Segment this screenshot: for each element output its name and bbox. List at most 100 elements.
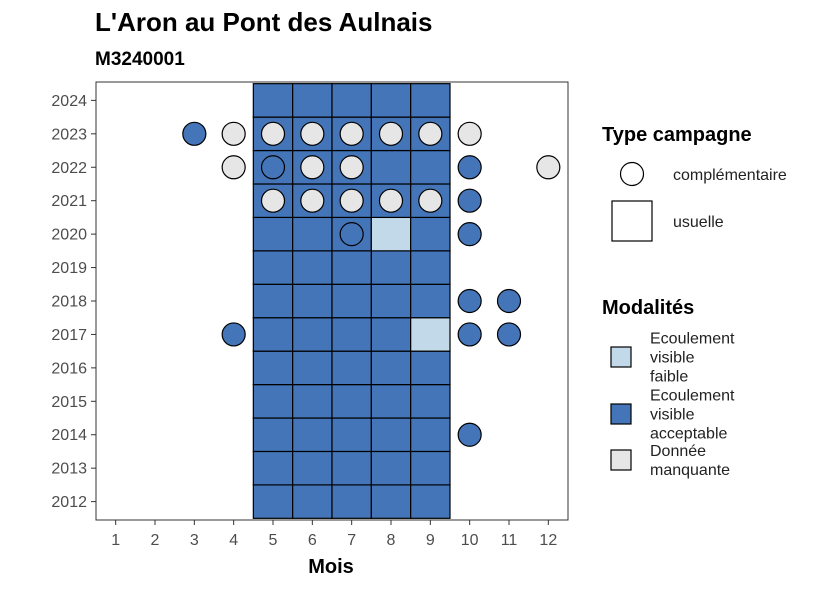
tile-2014-5 — [252, 417, 294, 453]
legend-label-complementaire: complémentaire — [673, 167, 787, 184]
legend-label-acceptable-1: visible — [650, 407, 695, 424]
point-2014-10 — [457, 422, 482, 447]
x-tick-1: 1 — [111, 532, 120, 549]
y-tick-2016: 2016 — [51, 360, 87, 377]
tile-2020-6 — [292, 216, 333, 252]
point-2021-5 — [260, 188, 286, 213]
x-tick-6: 6 — [308, 532, 317, 549]
x-tick-3: 3 — [190, 532, 199, 549]
legend-label-faible-1: visible — [650, 350, 695, 367]
x-tick-4: 4 — [229, 532, 238, 549]
tile-2018-5 — [252, 283, 294, 319]
tile-2018-7 — [331, 283, 372, 319]
tile-2022-8 — [370, 149, 412, 185]
tile-2012-5 — [252, 484, 294, 519]
tile-2016-9 — [410, 350, 451, 386]
tile-2024-5 — [252, 83, 294, 118]
tile-2013-7 — [331, 450, 372, 486]
tile-2013-6 — [292, 450, 333, 486]
tile-2017-9 — [410, 317, 451, 352]
tile-2014-9 — [410, 417, 451, 453]
legend-key-acceptable — [610, 403, 632, 425]
tile-2015-7 — [331, 383, 372, 419]
x-tick-2: 2 — [151, 532, 160, 549]
y-tick-2013: 2013 — [51, 461, 87, 478]
point-2018-11 — [496, 288, 522, 314]
tile-2013-9 — [410, 450, 451, 486]
point-2023-8 — [378, 121, 404, 146]
point-2022-6 — [300, 155, 325, 180]
point-2021-7 — [339, 188, 364, 213]
tile-2013-8 — [370, 450, 412, 486]
y-tick-2017: 2017 — [51, 327, 87, 344]
point-2022-5 — [260, 155, 286, 180]
y-tick-2018: 2018 — [51, 294, 87, 311]
tile-2017-7 — [331, 317, 372, 352]
tiles-layer — [252, 83, 451, 519]
point-2023-6 — [300, 121, 325, 146]
legend-label-acceptable-0: Ecoulement — [650, 388, 735, 405]
tile-2024-8 — [370, 83, 412, 118]
tile-2016-6 — [292, 350, 333, 386]
tile-2015-9 — [410, 383, 451, 419]
x-tick-12: 12 — [539, 532, 557, 549]
x-tick-11: 11 — [501, 532, 518, 549]
point-2023-10 — [457, 121, 482, 146]
legend-label-faible-0: Ecoulement — [650, 331, 735, 348]
legend-fill-items: Ecoulement visible faible Ecoulement visible… — [610, 331, 735, 479]
y-tick-2012: 2012 — [51, 494, 87, 511]
x-axis: 1 2 3 4 5 6 7 8 9 10 11 12 — [111, 520, 557, 549]
tile-2014-6 — [292, 417, 333, 453]
tile-2024-9 — [410, 83, 451, 118]
point-2023-9 — [418, 121, 443, 146]
tile-2016-5 — [252, 350, 294, 386]
y-axis: 2012 2013 2014 2015 2016 2017 2018 2019 2020 2021… — [51, 93, 96, 511]
legend-label-acceptable-2: acceptable — [650, 426, 727, 443]
legend-label-faible-2: faible — [650, 369, 688, 386]
tile-2014-7 — [331, 417, 372, 453]
tile-2013-5 — [252, 450, 294, 486]
x-tick-9: 9 — [426, 532, 435, 549]
tile-2019-6 — [292, 250, 333, 285]
tile-2014-8 — [370, 417, 412, 453]
legend-label-manquante-0: Donnée — [650, 443, 706, 460]
tile-2020-8 — [370, 216, 412, 252]
tile-2012-9 — [410, 484, 451, 519]
point-2023-5 — [260, 121, 286, 146]
point-2021-9 — [418, 188, 443, 213]
point-2023-4 — [221, 121, 246, 146]
chart-title: L'Aron au Pont des Aulnais — [95, 7, 432, 37]
tile-2017-5 — [252, 317, 294, 352]
tile-2015-6 — [292, 383, 333, 419]
tile-2015-8 — [370, 383, 412, 419]
tile-2012-6 — [292, 484, 333, 519]
tile-2017-6 — [292, 317, 333, 352]
point-2021-6 — [300, 188, 325, 213]
x-tick-7: 7 — [347, 532, 356, 549]
point-2021-10 — [457, 188, 482, 213]
legend: Type campagne complémentaire usuelle Mod… — [602, 124, 787, 479]
point-2022-4 — [221, 155, 246, 180]
y-tick-2023: 2023 — [51, 126, 87, 143]
tile-2019-5 — [252, 250, 294, 285]
x-tick-10: 10 — [461, 532, 479, 549]
point-2017-4 — [221, 322, 246, 347]
point-2018-10 — [457, 288, 482, 314]
legend-label-usuelle: usuelle — [673, 214, 724, 231]
tile-2019-9 — [410, 250, 451, 285]
point-2023-3 — [182, 121, 207, 146]
point-2020-10 — [457, 222, 482, 247]
point-2017-11 — [496, 322, 522, 347]
point-2022-12 — [536, 155, 561, 180]
tile-2012-8 — [370, 484, 412, 519]
legend-title-type: Type campagne — [602, 124, 752, 146]
tile-2012-7 — [331, 484, 372, 519]
tile-2022-9 — [410, 149, 451, 185]
tile-2017-8 — [370, 317, 412, 352]
tile-2020-9 — [410, 216, 451, 252]
y-tick-2020: 2020 — [51, 227, 87, 244]
tile-2024-6 — [292, 83, 333, 118]
y-tick-2022: 2022 — [51, 160, 87, 177]
tile-2016-7 — [331, 350, 372, 386]
